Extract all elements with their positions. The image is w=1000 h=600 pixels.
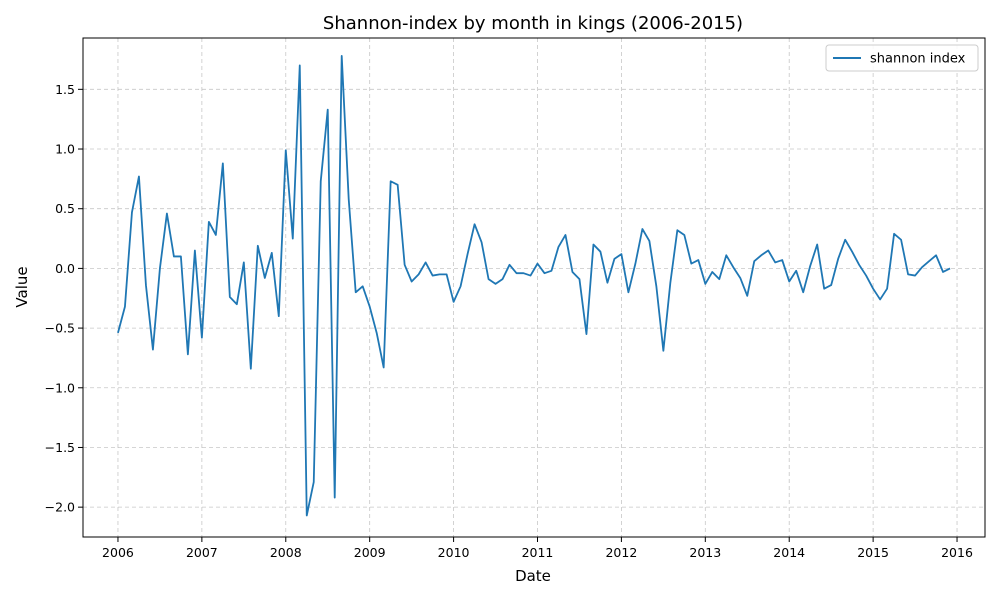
y-tick-label: 0.5 xyxy=(55,201,75,216)
y-tick-label: −1.0 xyxy=(45,380,75,395)
x-tick-label: 2008 xyxy=(270,545,302,560)
y-tick-label: 1.5 xyxy=(55,82,75,97)
x-tick-label: 2014 xyxy=(773,545,805,560)
x-tick-label: 2006 xyxy=(102,545,134,560)
x-tick-label: 2015 xyxy=(857,545,889,560)
x-tick-label: 2011 xyxy=(522,545,554,560)
plot-frame xyxy=(82,37,986,538)
y-tick-label: 1.0 xyxy=(55,142,75,157)
legend-label-shannon-index: shannon index xyxy=(870,52,966,67)
grid xyxy=(83,38,985,537)
x-tick-label: 2013 xyxy=(689,545,721,560)
series-layer xyxy=(117,55,951,517)
x-axis: 2006 2007 2008 2009 2010 2011 2012 2013 2014 2015… xyxy=(102,537,973,560)
y-tick-label: 0.0 xyxy=(55,261,75,276)
y-axis-label: Value xyxy=(13,266,31,307)
legend: shannon index xyxy=(825,44,979,72)
series-line-shannon-index xyxy=(117,55,951,517)
x-tick-label: 2010 xyxy=(438,545,470,560)
y-tick-label: −2.0 xyxy=(45,500,75,515)
y-axis: −2.0 −1.5 −1.0 −0.5 0.0 0.5 1.0 1.5 xyxy=(45,82,83,515)
x-tick-label: 2016 xyxy=(941,545,973,560)
legend-box xyxy=(825,44,979,72)
x-axis-label: Date xyxy=(515,567,551,585)
chart-title: Shannon-index by month in kings (2006-20… xyxy=(323,13,743,34)
x-tick-label: 2007 xyxy=(186,545,218,560)
y-tick-label: −1.5 xyxy=(45,440,75,455)
x-tick-label: 2012 xyxy=(605,545,637,560)
x-tick-label: 2009 xyxy=(354,545,386,560)
y-tick-label: −0.5 xyxy=(45,321,75,336)
